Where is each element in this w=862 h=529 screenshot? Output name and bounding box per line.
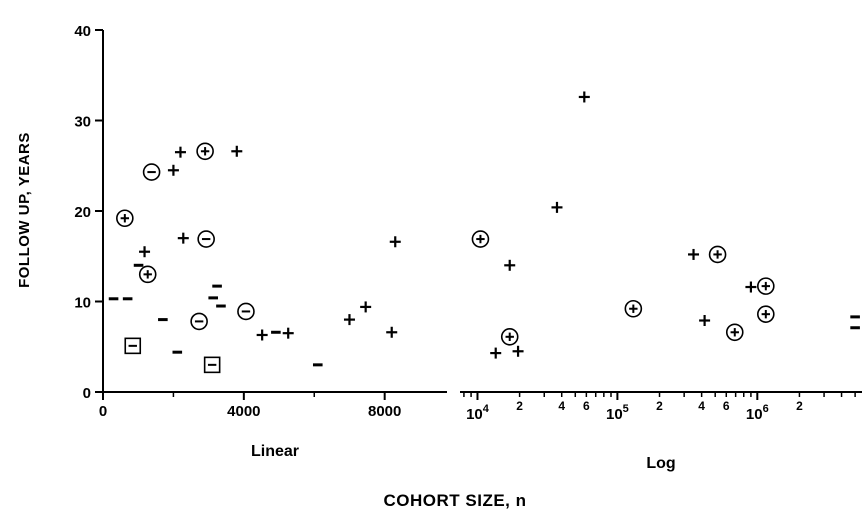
data-point-plus [688,248,700,260]
y-tick-label: 20 [74,204,91,221]
data-point-plus [177,232,189,244]
x-minor-tick-label: 4 [698,399,705,413]
x-minor-tick-label: 2 [516,399,523,413]
y-tick-label: 40 [74,23,91,40]
data-point-plus [504,259,516,271]
data-point-circle-minus [142,163,161,181]
data-point-circle-plus [708,245,727,264]
data-point-plus [231,145,243,157]
data-point-plus [360,301,372,313]
data-point-plus [343,314,355,326]
y-axis-title: FOLLOW UP, YEARS [16,132,33,288]
x-axis-title: COHORT SIZE, n [383,491,527,510]
data-point-circle-plus [624,299,643,318]
data-point-circle-plus [500,327,519,346]
data-point-plus [699,315,711,327]
x-minor-tick-label: 2 [656,399,663,413]
data-point-plus [490,347,502,359]
x-tick-label: 8000 [368,403,401,420]
data-point-plus [167,164,179,176]
data-point-plus [578,91,590,103]
data-point-circle-plus [138,265,157,284]
panel-label-log: Log [646,455,676,472]
x-tick-label: 0 [99,403,107,420]
y-tick-label: 0 [83,385,91,402]
data-point-circle-plus [757,305,775,323]
x-minor-tick-label: 6 [723,399,730,413]
data-point-plus [389,236,401,248]
data-point-box-minus [124,337,142,355]
data-point-plus [512,345,524,357]
data-point-circle-minus [197,230,215,248]
data-point-circle-plus [471,230,490,248]
data-point-plus [386,326,398,338]
data-point-circle-plus [725,323,744,342]
data-point-circle-minus [190,312,208,331]
data-point-plus [139,246,151,258]
data-point-circle-plus [196,142,214,161]
data-point-plus [174,146,186,158]
data-point-circle-plus [757,277,775,295]
panel-label-linear: Linear [250,443,299,460]
data-point-box-minus [203,356,221,374]
data-point-circle-plus [116,209,134,228]
x-tick-label: 104 [466,403,490,423]
x-minor-tick-label: 2 [796,399,803,413]
data-point-plus [551,201,563,213]
data-point-plus [745,281,757,293]
data-point-plus [282,327,294,339]
y-tick-label: 30 [74,114,91,131]
y-tick-label: 10 [74,295,91,312]
x-minor-tick-label: 6 [583,399,590,413]
x-minor-tick-label: 4 [558,399,565,413]
data-point-circle-minus [237,302,255,321]
x-tick-label: 105 [606,403,629,423]
x-tick-label: 4000 [227,403,260,420]
data-point-plus [256,329,268,341]
x-tick-label: 106 [746,403,769,423]
